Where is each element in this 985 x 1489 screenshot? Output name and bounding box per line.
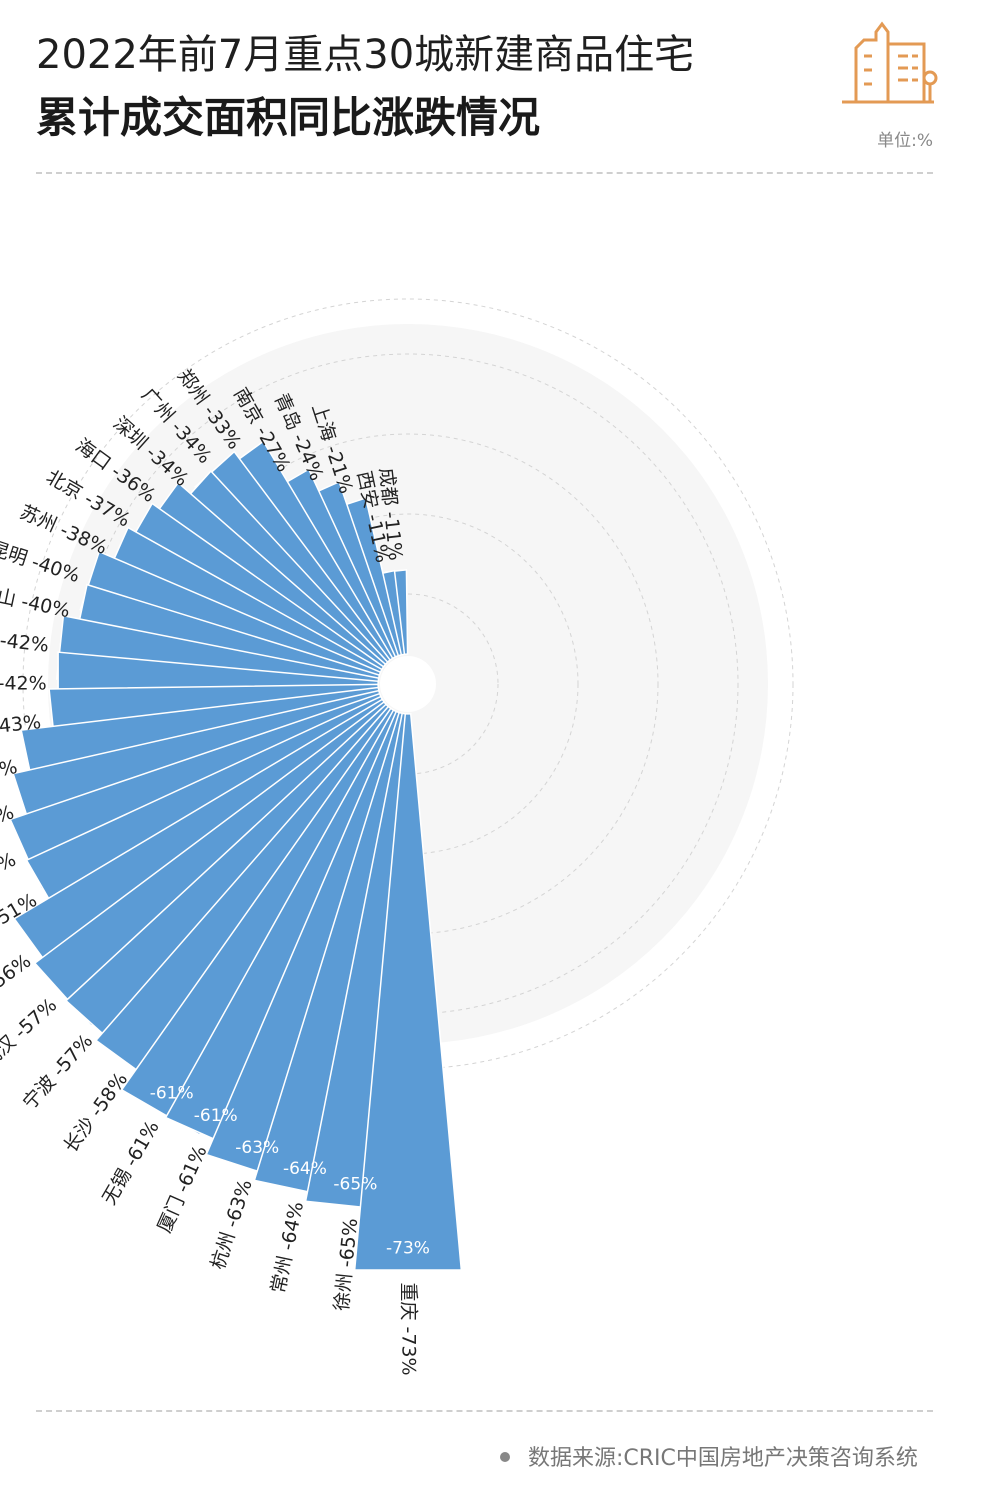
bar-label: 天津 -42% [0,625,50,657]
bar-value-label: -61% [194,1106,238,1126]
bar-value-label: -65% [333,1174,377,1194]
bullet-icon [500,1452,510,1462]
bar-label: 重庆 -73% [398,1282,420,1375]
source-text: 数据来源:CRIC中国房地产决策咨询系统 [528,1446,918,1471]
building-icon [842,21,938,104]
unit-label: 单位:% [877,131,933,151]
top-divider [36,172,933,174]
bar-label: 宁波 -57% [19,1030,98,1114]
grid-ring [77,353,739,1015]
bar-重庆 [353,713,463,1271]
bar-label: 杭州 -63% [207,1177,257,1272]
bar-label: 济南 -42% [0,673,47,695]
bar-value-label: -63% [235,1138,279,1158]
bar-label: 无锡 -61% [98,1117,164,1209]
bar-label: 徐州 -65% [331,1217,363,1312]
bottom-divider [36,1410,933,1412]
bar-value-label: -61% [150,1083,194,1103]
bar-label: 厦门 -61% [154,1142,212,1236]
bar-label: 常州 -64% [267,1200,308,1296]
chart-subtitle: 累计成交面积同比涨跌情况 [36,93,541,142]
bar-label: 南宁 -47% [0,756,19,797]
bar-value-label: -64% [283,1159,327,1179]
center-hole [380,656,436,712]
bars [9,440,463,1271]
grid-ring [22,298,794,1070]
chart-title: 2022年前7月重点30城新建商品住宅 [36,32,695,78]
bar-value-label: -73% [386,1238,430,1258]
bar-label: 长沙 -58% [60,1069,133,1157]
source-note: 数据来源:CRIC中国房地产决策咨询系统 [500,1440,918,1472]
